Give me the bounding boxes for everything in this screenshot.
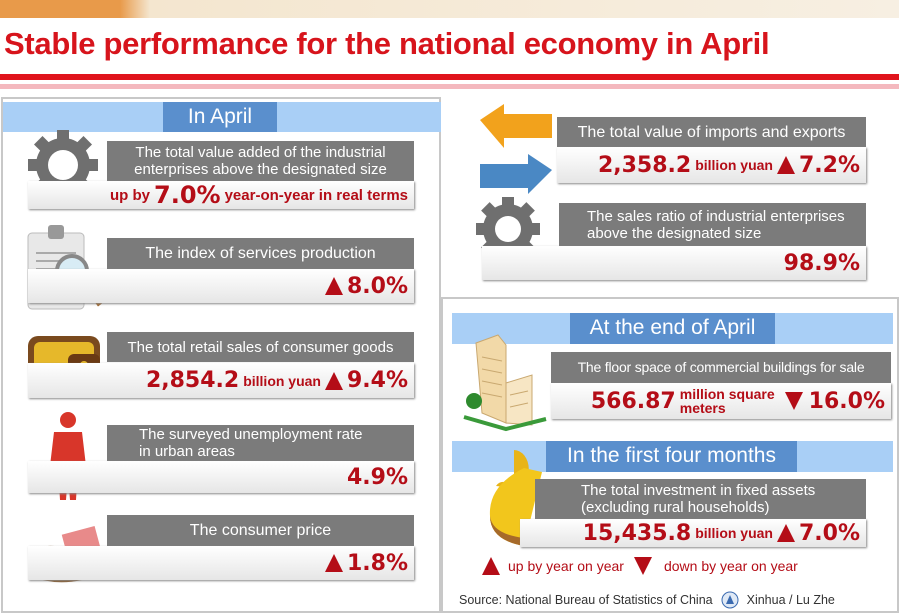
sales-ratio-label-line2: above the designated size	[587, 224, 762, 242]
unemployment-value-strip: 4.9%	[28, 461, 414, 493]
investment-unit: billion yuan	[695, 525, 773, 541]
investment-label: The total investment in fixed assets (exc…	[535, 479, 866, 519]
first-four-months-heading: In the first four months	[546, 441, 797, 472]
cpi-value-strip: 1.8%	[28, 546, 414, 580]
down-triangle-icon	[784, 392, 803, 410]
trade-value: 2,358.2	[597, 152, 692, 178]
up-triangle-icon	[324, 554, 343, 572]
sales-ratio-value: 98.9%	[783, 250, 860, 276]
floor-space-change: 16.0%	[808, 388, 885, 414]
xinhua-logo-icon	[721, 591, 739, 609]
unemployment-label-line2: in urban areas	[139, 443, 235, 460]
title-rule	[0, 74, 899, 80]
retail-value-strip: 2,854.2 billion yuan 9.4%	[28, 363, 414, 398]
title-rule-pink	[0, 84, 899, 89]
industrial-suffix: year-on-year in real terms	[224, 186, 408, 204]
up-triangle-icon	[482, 557, 500, 575]
investment-label-line2: (excluding rural households)	[581, 499, 770, 516]
services-value: 8.0%	[346, 273, 408, 299]
industrial-label-line1: The total value added of the industrial	[135, 144, 386, 161]
retail-value: 2,854.2	[145, 368, 240, 393]
services-label: The index of services production	[107, 238, 414, 269]
floor-space-unit: million square meters	[680, 387, 775, 415]
trade-unit: billion yuan	[695, 157, 773, 173]
pie-chart-icon	[489, 450, 542, 546]
investment-value-strip: 15,435.8 billion yuan 7.0%	[520, 519, 866, 547]
source-line: Source: National Bureau of Statistics of…	[459, 591, 835, 609]
sales-ratio-label: The sales ratio of industrial enterprise…	[559, 203, 866, 246]
retail-unit: billion yuan	[243, 372, 321, 389]
sales-ratio-label-line1: The sales ratio of industrial enterprise…	[587, 207, 845, 225]
floor-space-value-strip: 566.87 million square meters 16.0%	[551, 383, 891, 419]
up-triangle-icon	[324, 371, 343, 390]
services-value-strip: 8.0%	[28, 269, 414, 303]
investment-value: 15,435.8	[582, 520, 692, 546]
gears-icon	[476, 197, 552, 275]
legend-up: up by year on year	[508, 558, 624, 574]
cpi-value: 1.8%	[346, 550, 408, 576]
floor-space-value: 566.87	[590, 388, 676, 414]
end-of-april-heading: At the end of April	[570, 313, 775, 344]
trade-label: The total value of imports and exports	[557, 117, 866, 147]
industrial-value-strip: up by 7.0% year-on-year in real terms	[28, 181, 414, 209]
industrial-prefix: up by	[110, 186, 151, 204]
page-title: Stable performance for the national econ…	[4, 26, 770, 61]
exchange-arrows-icon	[480, 104, 552, 194]
sales-ratio-value-strip: 98.9%	[482, 246, 866, 280]
industrial-label: The total value added of the industrial e…	[107, 141, 414, 181]
industrial-label-line2: enterprises above the designated size	[134, 161, 387, 178]
right-panel	[441, 297, 899, 613]
in-april-heading: In April	[163, 102, 277, 132]
trade-value-strip: 2,358.2 billion yuan 7.2%	[557, 147, 866, 183]
source-text: Source: National Bureau of Statistics of…	[459, 593, 713, 607]
left-panel	[1, 97, 441, 613]
unemployment-value: 4.9%	[346, 464, 408, 490]
credit-text: Xinhua / Lu Zhe	[746, 593, 835, 607]
legend-down: down by year on year	[663, 558, 798, 574]
up-triangle-icon	[776, 156, 795, 174]
unemployment-label: The surveyed unemployment rate in urban a…	[107, 425, 414, 461]
up-triangle-icon	[776, 524, 795, 542]
legend: up by year on year down by year on year	[482, 557, 798, 575]
investment-label-line1: The total investment in fixed assets	[581, 482, 816, 499]
unemployment-label-line1: The surveyed unemployment rate	[139, 426, 363, 443]
building-icon	[463, 334, 547, 432]
down-triangle-icon	[633, 557, 652, 575]
retail-change: 9.4%	[346, 368, 408, 393]
floor-space-unit-line1: million square	[679, 386, 775, 402]
cpi-label: The consumer price	[107, 515, 414, 546]
floor-space-label: The floor space of commercial buildings …	[551, 352, 891, 383]
investment-change: 7.0%	[798, 520, 860, 546]
trade-change: 7.2%	[798, 152, 860, 178]
up-triangle-icon	[324, 277, 343, 295]
gear-icon	[26, 128, 100, 202]
industrial-value: 7.0%	[154, 181, 221, 209]
header-strip	[0, 0, 899, 18]
retail-label: The total retail sales of consumer goods	[107, 332, 414, 362]
floor-space-unit-line2: meters	[679, 400, 726, 416]
